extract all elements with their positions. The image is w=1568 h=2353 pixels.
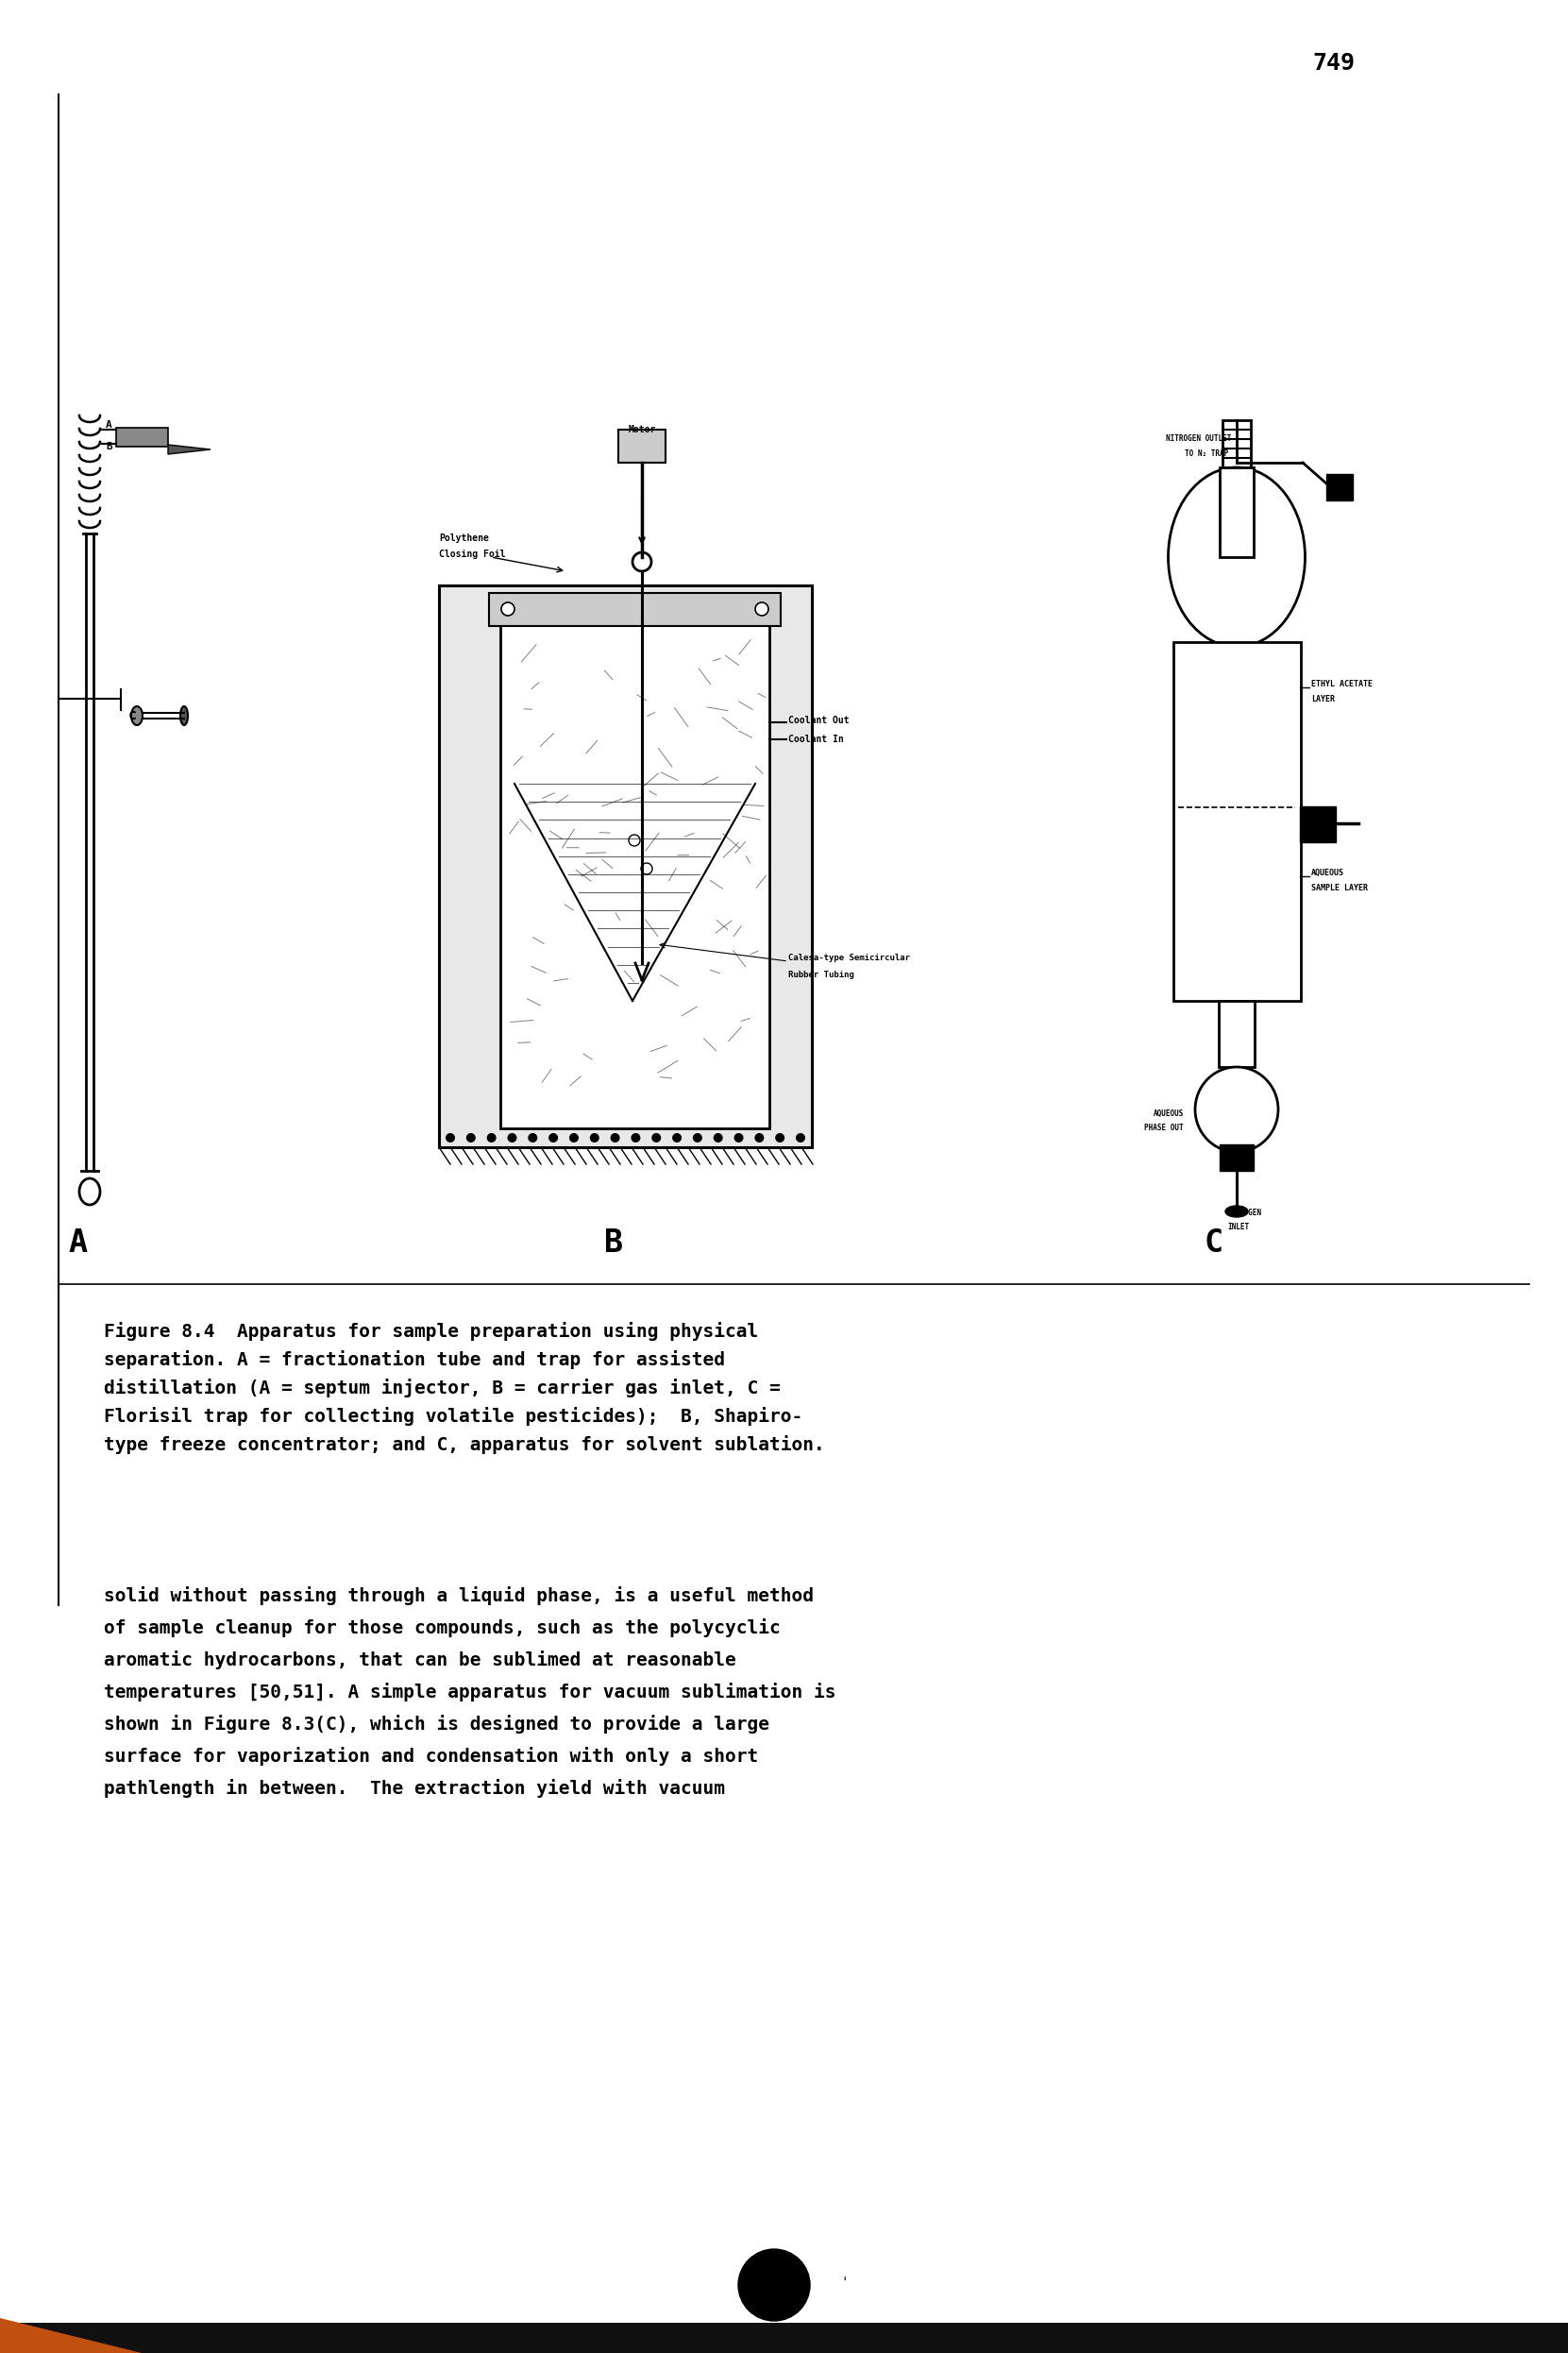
- Circle shape: [734, 1134, 743, 1144]
- Ellipse shape: [180, 706, 188, 725]
- Text: SAMPLE LAYER: SAMPLE LAYER: [1311, 885, 1367, 892]
- Ellipse shape: [1168, 468, 1305, 647]
- Circle shape: [756, 602, 768, 616]
- Ellipse shape: [80, 1179, 100, 1205]
- Bar: [1220, 1144, 1254, 1172]
- Polygon shape: [0, 2318, 141, 2353]
- Circle shape: [713, 1134, 723, 1144]
- Text: shown in Figure 8.3(C), which is designed to provide a large: shown in Figure 8.3(C), which is designe…: [103, 1715, 770, 1734]
- Ellipse shape: [1225, 1205, 1248, 1217]
- Bar: [500, 593, 770, 1129]
- Text: 749: 749: [1312, 52, 1355, 75]
- Text: AQUEOUS: AQUEOUS: [1152, 1111, 1184, 1118]
- Ellipse shape: [1195, 1066, 1278, 1153]
- Text: Motor: Motor: [629, 426, 655, 435]
- Circle shape: [652, 1134, 662, 1144]
- Circle shape: [797, 1134, 806, 1144]
- Text: ‹: ‹: [793, 2280, 801, 2294]
- Circle shape: [466, 1134, 475, 1144]
- Bar: [489, 593, 781, 626]
- Text: distillation (A = septum injector, B = carrier gas inlet, C =: distillation (A = septum injector, B = c…: [103, 1379, 781, 1398]
- Text: separation. A = fractionation tube and trap for assisted: separation. A = fractionation tube and t…: [103, 1351, 724, 1369]
- Text: pathlength in between.  The extraction yield with vacuum: pathlength in between. The extraction yi…: [103, 1779, 724, 1798]
- Circle shape: [502, 602, 514, 616]
- Text: A: A: [105, 421, 111, 431]
- Text: Figure 8.4  Apparatus for sample preparation using physical: Figure 8.4 Apparatus for sample preparat…: [103, 1322, 759, 1341]
- Text: NITROGEN: NITROGEN: [1228, 1209, 1262, 1217]
- Text: Calesa-type Semicircular: Calesa-type Semicircular: [789, 953, 909, 962]
- Bar: [1218, 1000, 1254, 1066]
- Bar: [1223, 421, 1251, 473]
- Text: AQUEOUS: AQUEOUS: [1311, 868, 1344, 878]
- Bar: [1300, 807, 1336, 842]
- Text: Closing Foil: Closing Foil: [439, 551, 505, 560]
- Bar: [116, 428, 168, 447]
- Bar: [1327, 473, 1353, 501]
- Text: solid without passing through a liquid phase, is a useful method: solid without passing through a liquid p…: [103, 1586, 814, 1605]
- Text: B: B: [604, 1228, 622, 1259]
- Text: C: C: [1204, 1228, 1223, 1259]
- Text: temperatures [50,51]. A simple apparatus for vacuum sublimation is: temperatures [50,51]. A simple apparatus…: [103, 1682, 836, 1701]
- Ellipse shape: [132, 706, 143, 725]
- Circle shape: [775, 1134, 784, 1144]
- Text: type freeze concentrator; and C, apparatus for solvent sublation.: type freeze concentrator; and C, apparat…: [103, 1435, 825, 1454]
- Circle shape: [549, 1134, 558, 1144]
- Bar: [1220, 468, 1254, 558]
- Circle shape: [590, 1134, 599, 1144]
- Text: Coolant Out: Coolant Out: [789, 715, 850, 725]
- Circle shape: [569, 1134, 579, 1144]
- Bar: [618, 431, 665, 464]
- Circle shape: [673, 1134, 682, 1144]
- Text: ETHYL ACETATE: ETHYL ACETATE: [1311, 680, 1372, 689]
- Text: Polythene: Polythene: [439, 534, 489, 544]
- Text: B: B: [105, 442, 111, 452]
- Text: aromatic hydrocarbons, that can be sublimed at reasonable: aromatic hydrocarbons, that can be subli…: [103, 1649, 735, 1668]
- Circle shape: [739, 2249, 811, 2320]
- Text: ': ': [840, 2275, 848, 2289]
- Text: Florisil trap for collecting volatile pesticides);  B, Shapiro-: Florisil trap for collecting volatile pe…: [103, 1407, 803, 1426]
- Bar: [439, 586, 812, 1148]
- Circle shape: [528, 1134, 538, 1144]
- Text: c: c: [129, 708, 136, 722]
- Text: Rubber Tubing: Rubber Tubing: [789, 972, 855, 979]
- Bar: [0, 2322, 1568, 2353]
- Text: PHASE OUT: PHASE OUT: [1145, 1125, 1184, 1132]
- Circle shape: [508, 1134, 517, 1144]
- Polygon shape: [168, 445, 210, 454]
- Circle shape: [445, 1134, 455, 1144]
- Circle shape: [486, 1134, 495, 1144]
- Text: Coolant In: Coolant In: [789, 734, 844, 744]
- Circle shape: [693, 1134, 702, 1144]
- Text: of sample cleanup for those compounds, such as the polycyclic: of sample cleanup for those compounds, s…: [103, 1619, 781, 1638]
- Text: surface for vaporization and condensation with only a short: surface for vaporization and condensatio…: [103, 1746, 759, 1765]
- Text: LAYER: LAYER: [1311, 694, 1334, 704]
- Circle shape: [754, 1134, 764, 1144]
- Circle shape: [610, 1134, 619, 1144]
- Text: A: A: [67, 1228, 86, 1259]
- Text: NITROGEN OUTLET: NITROGEN OUTLET: [1167, 435, 1231, 442]
- Text: TO N₂ TRAP: TO N₂ TRAP: [1185, 449, 1228, 459]
- Text: INLET: INLET: [1228, 1224, 1250, 1231]
- Circle shape: [630, 1134, 640, 1144]
- Bar: [1173, 642, 1301, 1000]
